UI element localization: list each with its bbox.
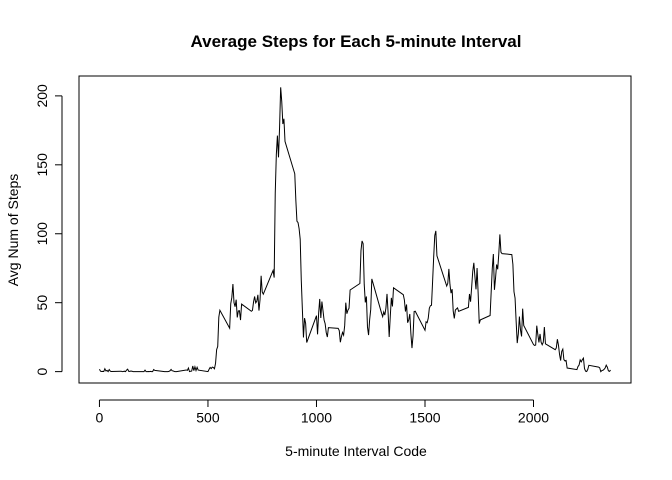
x-tick-label: 2000 (518, 410, 549, 426)
x-tick-label: 1000 (301, 410, 332, 426)
y-tick-label: 100 (34, 222, 50, 246)
y-tick-label: 150 (34, 153, 50, 177)
y-axis-label: Avg Num of Steps (5, 174, 21, 287)
chart-title: Average Steps for Each 5-minute Interval (191, 32, 522, 51)
x-tick-label: 1500 (409, 410, 440, 426)
y-tick-label: 0 (34, 368, 50, 376)
plot-frame (78, 75, 632, 384)
x-axis-label: 5-minute Interval Code (285, 443, 427, 459)
y-tick-label: 200 (34, 84, 50, 108)
data-line (99, 87, 611, 373)
y-tick-label: 50 (34, 295, 50, 311)
x-tick-label: 0 (96, 410, 104, 426)
x-tick-label: 500 (196, 410, 220, 426)
